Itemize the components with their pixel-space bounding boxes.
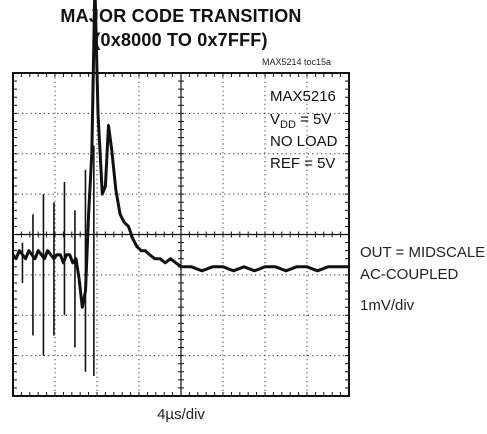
glitch-spikes: [21, 145, 95, 376]
x-scale-label: 4µs/div: [157, 406, 205, 423]
output-waveform: [11, 0, 349, 309]
chart-title-line-1: MAJOR CODE TRANSITION: [60, 6, 302, 26]
chart-title-line-2: (0x8000 TO 0x7FFF): [94, 30, 268, 50]
figure-tag: MAX5214 toc15a: [262, 57, 332, 67]
annotation-device: MAX5216: [270, 88, 336, 105]
output-label: OUT = MIDSCALE: [360, 244, 486, 261]
y-scale-label: 1mV/div: [360, 297, 415, 314]
annotation-load: NO LOAD: [270, 133, 338, 150]
annotation-ref: REF = 5V: [270, 155, 335, 172]
coupling-label: AC-COUPLED: [360, 266, 459, 283]
plot-grid: [12, 72, 350, 397]
annotation-vdd: VDD = 5V: [270, 111, 331, 131]
